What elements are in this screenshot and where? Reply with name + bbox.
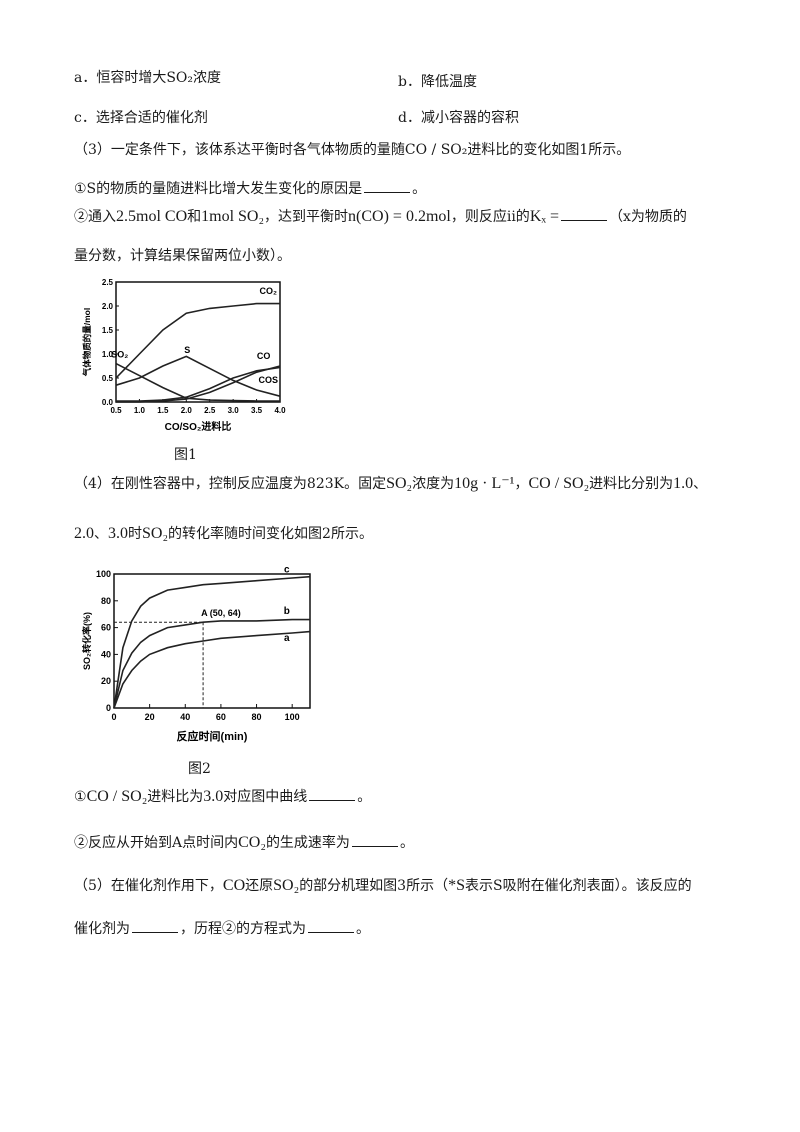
y-tick-label: 60 — [101, 623, 111, 633]
answer-blank[interactable] — [308, 918, 354, 933]
x-tick-label: 100 — [285, 712, 300, 722]
series-line-so- — [115, 362, 280, 402]
q4-sub1: ①CO / SO₂进料比为3.0对应图中曲线。 — [74, 786, 372, 805]
q3-part1: ①S的物质的量随进料比增大发生变化的原因是。 — [74, 178, 426, 199]
x-tick-label: 1.0 — [134, 406, 146, 415]
answer-blank[interactable] — [561, 206, 608, 221]
series-label-co: CO — [257, 351, 271, 361]
x-tick-label: 20 — [145, 712, 155, 722]
x-tick-label: 3.5 — [251, 406, 263, 415]
x-axis-label: CO/SO₂进料比 — [165, 420, 232, 433]
y-tick-label: 1.0 — [102, 350, 114, 359]
y-tick-label: 2.5 — [102, 278, 114, 287]
answer-blank[interactable] — [132, 918, 178, 933]
answer-blank[interactable] — [364, 178, 411, 193]
option-a: a．恒容时增大SO₂浓度 — [74, 70, 222, 86]
series-label-b: b — [284, 606, 290, 617]
y-tick-label: 100 — [96, 569, 111, 579]
q3-intro: （3）一定条件下，该体系达平衡时各气体物质的量随CO / SO₂进料比的变化如图… — [74, 142, 631, 158]
x-tick-label: 3.0 — [228, 406, 240, 415]
series-line-cos — [116, 365, 281, 403]
y-axis-label: SO₂转化率(%) — [81, 612, 92, 670]
x-tick-label: 60 — [216, 712, 226, 722]
option-c: c．选择合适的催化剂 — [74, 110, 208, 126]
y-tick-label: 80 — [101, 596, 111, 606]
x-tick-label: 1.5 — [157, 406, 169, 415]
series-label-so-: SO₂ — [111, 349, 128, 359]
y-tick-label: 2.0 — [102, 302, 114, 311]
y-tick-label: 0 — [106, 703, 111, 713]
figure-2-chart: 0 20 40 60 80 100 0 20 40 60 80 100 反应时间(min) SO₂转化率(… — [81, 565, 311, 743]
option-d: d．减小容器的容积 — [398, 110, 519, 126]
x-tick-label: 2.5 — [204, 406, 216, 415]
y-tick-label: 0.0 — [102, 398, 114, 407]
q5-line2: 催化剂为 ，历程②的方程式为。 — [74, 918, 370, 939]
series-label-c: c — [284, 565, 290, 576]
q4-sub2: ②反应从开始到A点时间内CO₂的生成速率为。 — [74, 832, 414, 851]
series-line-c — [113, 575, 311, 709]
y-tick-label: 0.5 — [102, 374, 114, 383]
series-line-co- — [115, 302, 280, 379]
x-tick-label: 0 — [111, 712, 116, 722]
figure-1-caption: 图1 — [174, 447, 197, 463]
figure-2-caption: 图2 — [188, 761, 211, 777]
q3-part2-cont: 量分数，计算结果保留两位小数）。 — [74, 248, 291, 264]
q4-line1: （4）在刚性容器中，控制反应温度为823K。固定SO₂浓度为10g · L⁻¹，… — [74, 475, 708, 492]
q3-part2: ②通入2.5mol CO和1mol SO₂，达到平衡时n(CO) = 0.2mo… — [74, 206, 687, 225]
y-tick-label: 1.5 — [102, 326, 114, 335]
x-axis-label: 反应时间(min) — [177, 729, 248, 743]
series-label-co-: CO₂ — [260, 286, 278, 296]
option-b: b．降低温度 — [398, 74, 477, 90]
series-line-a — [113, 630, 311, 709]
y-axis-label: 气体物质的量/mol — [82, 308, 92, 377]
q5-line1: （5）在催化剂作用下，CO还原SO₂的部分机理如图3所示（*S表示S吸附在催化剂… — [74, 877, 692, 894]
y-tick-label: 20 — [101, 676, 111, 686]
point-a-label: A (50, 64) — [201, 608, 241, 618]
answer-blank[interactable] — [351, 832, 398, 847]
figure-1-chart: 0.5 1.0 1.5 2.0 2.5 3.0 3.5 4.00.00.51.01.52.02… — [82, 278, 286, 433]
answer-blank[interactable] — [309, 786, 356, 801]
y-tick-label: 40 — [101, 649, 111, 659]
plot-frame — [115, 281, 281, 403]
q4-line2: 2.0、3.0时SO₂的转化率随时间变化如图2所示。 — [74, 525, 373, 542]
series-line-b — [113, 618, 310, 709]
series-line-co — [116, 366, 281, 402]
series-label-s: S — [184, 345, 190, 355]
series-label-a: a — [284, 633, 290, 644]
x-tick-label: 4.0 — [274, 406, 286, 415]
x-tick-label: 40 — [180, 712, 190, 722]
series-label-cos: COS — [259, 375, 279, 385]
x-tick-label: 0.5 — [110, 406, 122, 415]
x-tick-label: 80 — [252, 712, 262, 722]
series-line-s — [115, 355, 281, 397]
x-tick-label: 2.0 — [181, 406, 193, 415]
plot-frame — [113, 573, 311, 709]
